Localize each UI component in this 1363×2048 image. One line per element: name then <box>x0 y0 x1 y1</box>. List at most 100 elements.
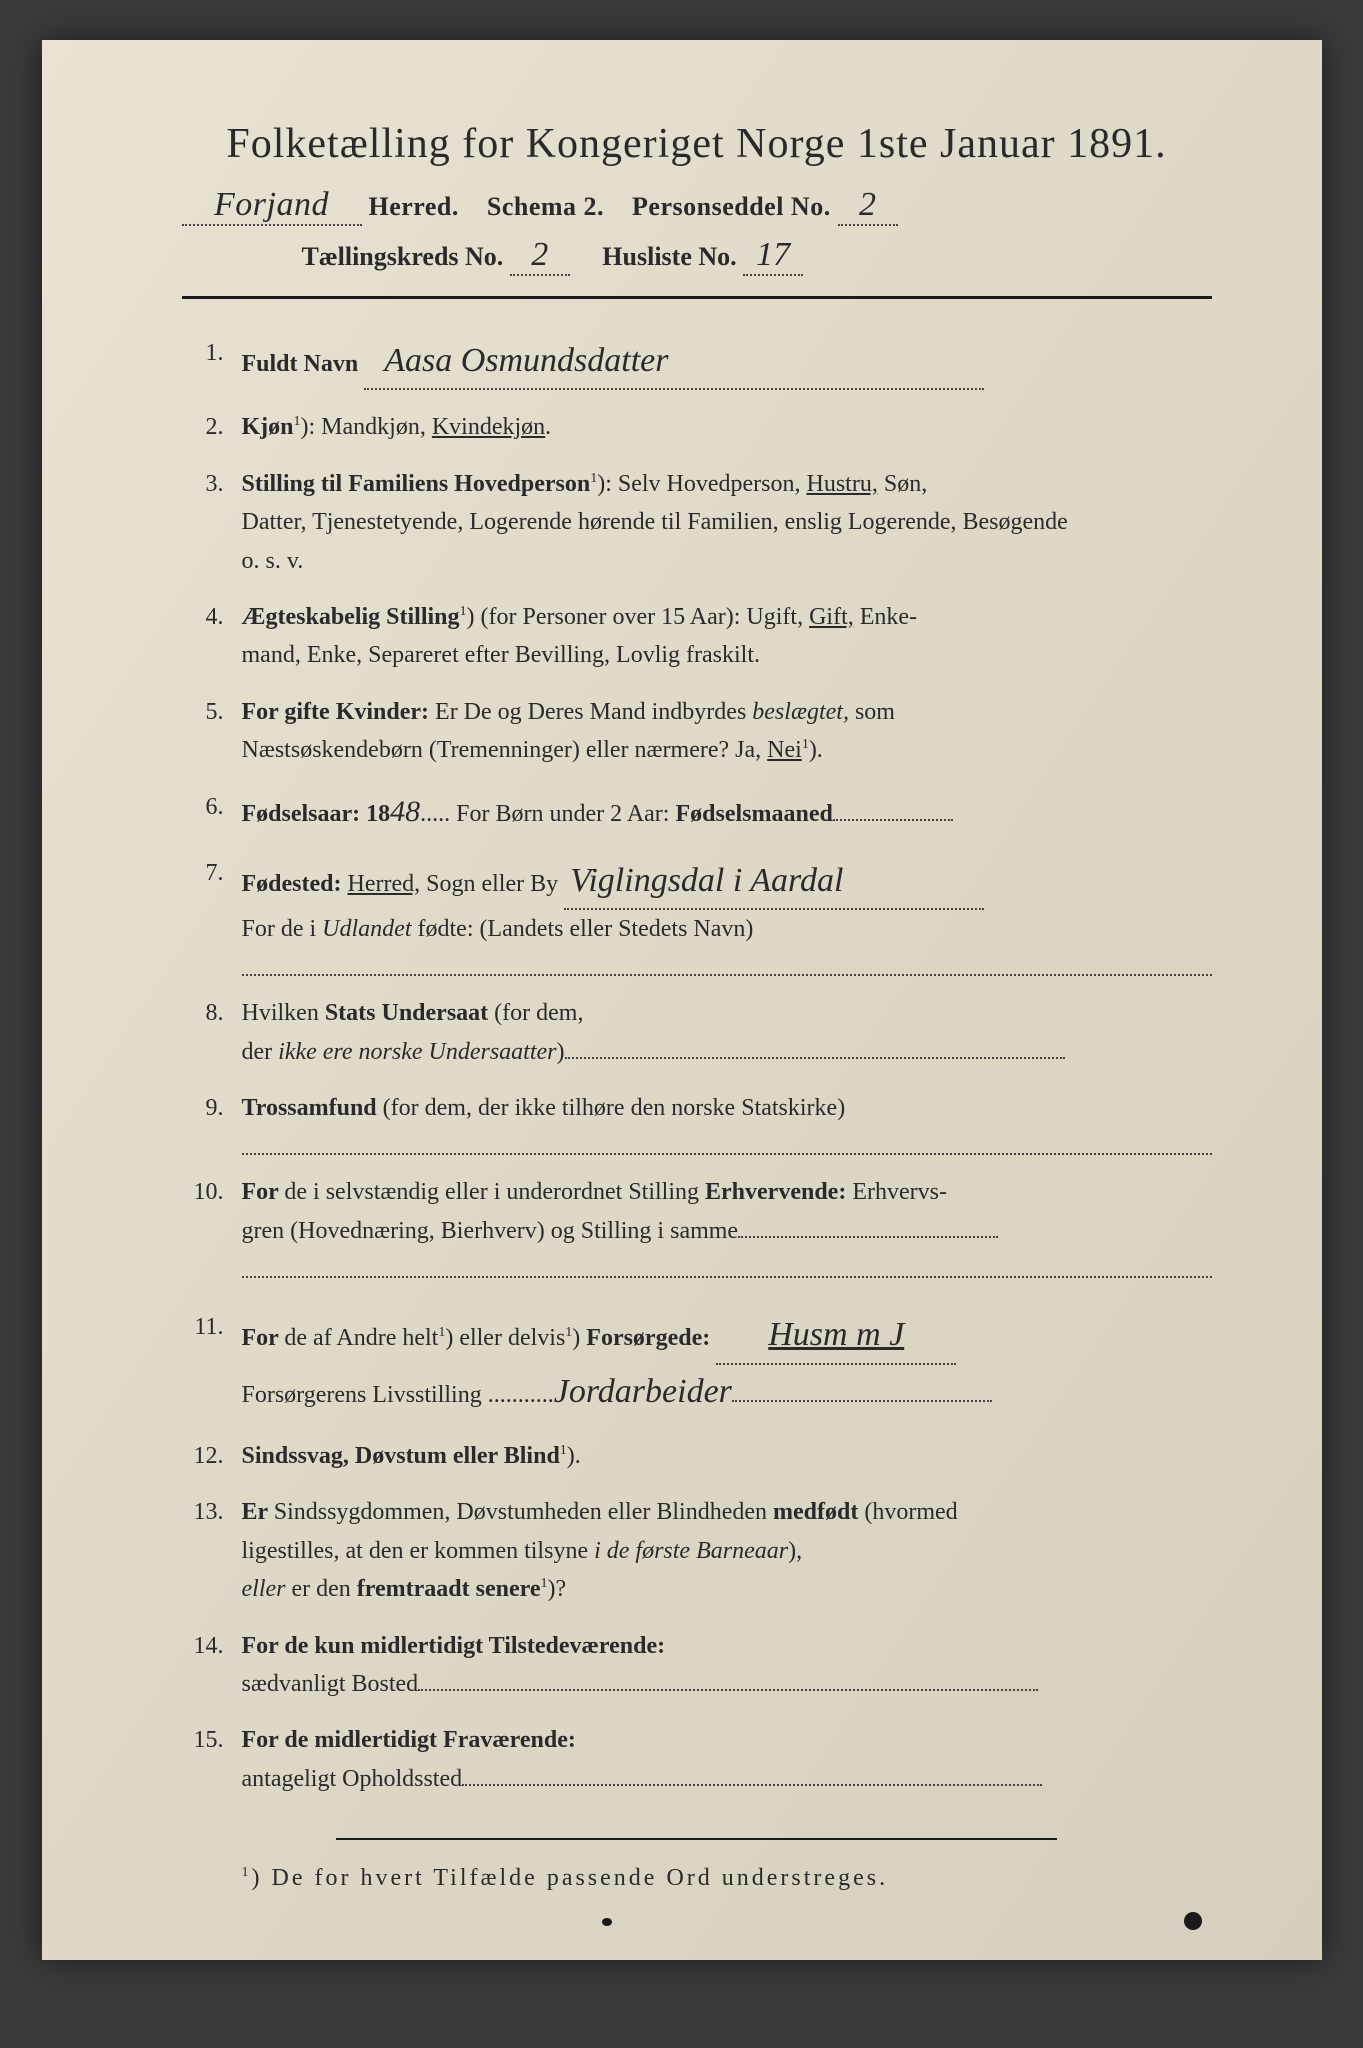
text: ) <box>557 1039 565 1065</box>
text: Næstsøskendebørn (Tremenninger) eller næ… <box>242 737 768 763</box>
item-num: 12. <box>182 1437 242 1475</box>
item-num: 2. <box>182 408 242 446</box>
italic: beslægtet, <box>752 699 849 725</box>
item-content: Er Sindssygdommen, Døvstumheden eller Bl… <box>242 1493 1212 1608</box>
value-forsorgede-top: Husm m J <box>768 1308 904 1362</box>
item-5: 5. For gifte Kvinder: Er De og Deres Man… <box>182 693 1212 770</box>
label-pre: For <box>242 1179 285 1205</box>
item-content: For de af Andre helt1) eller delvis1) Fo… <box>242 1308 1212 1419</box>
header-line-2: Tællingskreds No. 2 Husliste No. 17 <box>302 236 1212 276</box>
herred-handwritten: Forjand <box>214 186 329 224</box>
label-trossamfund: Trossamfund <box>242 1095 377 1121</box>
text: Forsørgerens Livsstilling ........... <box>242 1382 554 1408</box>
dotted-blank <box>738 1236 998 1238</box>
sup: 1 <box>802 737 809 752</box>
item-15: 15. For de midlertidigt Fraværende: anta… <box>182 1721 1212 1798</box>
italic: i de første Barneaar <box>594 1538 788 1564</box>
cont-text: gren (Hovednæring, Bierhverv) og Stillin… <box>242 1212 1212 1250</box>
text: )? <box>547 1576 566 1602</box>
item-14: 14. For de kun midlertidigt Tilstedevære… <box>182 1627 1212 1704</box>
text: ): Mandkjøn, <box>301 414 432 440</box>
item-8: 8. Hvilken Stats Undersaat (for dem, der… <box>182 994 1212 1071</box>
item-num: 5. <box>182 693 242 770</box>
personseddel-label: Personseddel No. <box>632 192 831 221</box>
text: ) eller delvis <box>445 1325 565 1351</box>
footnote-sup: 1 <box>242 1865 252 1880</box>
item-7: 7. Fødested: Herred, Sogn eller By Vigli… <box>182 854 1212 977</box>
label-pre: For <box>242 1633 285 1659</box>
sup: 1 <box>294 414 301 429</box>
label-fuldt-navn: Fuldt Navn <box>242 351 359 377</box>
item-2: 2. Kjøn1): Mandkjøn, Kvindekjøn. <box>182 408 1212 446</box>
text: ligestilles, at den er kommen tilsyne <box>242 1538 595 1564</box>
text: antageligt Opholdssted <box>242 1766 463 1792</box>
sup: 1 <box>460 604 467 619</box>
item-content: Trossamfund (for dem, der ikke tilhøre d… <box>242 1089 1212 1155</box>
item-13: 13. Er Sindssygdommen, Døvstumheden elle… <box>182 1493 1212 1608</box>
selected-herred: Herred, <box>347 871 420 897</box>
text: (for dem, <box>488 1000 583 1026</box>
selected-kvindekjon: Kvindekjøn <box>432 414 545 440</box>
taellingskreds-label: Tællingskreds No. <box>302 242 504 271</box>
herred-label: Herred. <box>369 192 459 221</box>
text: gren (Hovednæring, Bierhverv) og Stillin… <box>242 1218 739 1244</box>
paper-spot <box>1184 1912 1202 1930</box>
label-fodselsaar: Fødselsaar: 18 <box>242 801 391 827</box>
dotted-blank <box>565 1057 1065 1059</box>
cont-text: ligestilles, at den er kommen tilsyne i … <box>242 1532 1212 1570</box>
value-name: Aasa Osmundsdatter <box>384 334 668 388</box>
item-content: For gifte Kvinder: Er De og Deres Mand i… <box>242 693 1212 770</box>
text: ) <box>572 1325 586 1351</box>
paper-spot <box>602 1918 612 1926</box>
cont-text: mand, Enke, Separeret efter Bevilling, L… <box>242 636 1212 674</box>
text: (hvormed <box>858 1499 957 1525</box>
cont-text: Datter, Tjenestetyende, Logerende hørend… <box>242 503 1212 541</box>
value-fodested: Viglingsdal i Aardal <box>570 854 843 908</box>
text: Sindssygdommen, Døvstumheden eller Blind… <box>274 1499 773 1525</box>
item-9: 9. Trossamfund (for dem, der ikke tilhør… <box>182 1089 1212 1155</box>
text: Hvilken <box>242 1000 325 1026</box>
label-fremtraadt: fremtraadt senere <box>357 1576 541 1602</box>
item-num: 8. <box>182 994 242 1071</box>
page-title: Folketælling for Kongeriget Norge 1ste J… <box>182 120 1212 168</box>
label-stilling: Stilling til Familiens Hovedperson <box>242 471 591 497</box>
item-10: 10. For de i selvstændig eller i underor… <box>182 1173 1212 1278</box>
cont-text: o. s. v. <box>242 542 1212 580</box>
item-content: Kjøn1): Mandkjøn, Kvindekjøn. <box>242 408 1212 446</box>
text: ), <box>788 1538 802 1564</box>
item-num: 4. <box>182 598 242 675</box>
label-stats-undersaat: Stats Undersaat <box>325 1000 488 1026</box>
label-aegteskab: Ægteskabelig Stilling <box>242 604 460 630</box>
text: . <box>545 414 551 440</box>
text: For de i <box>242 916 323 942</box>
label-medfodt: medfødt <box>773 1499 858 1525</box>
item-num: 11. <box>182 1308 242 1419</box>
label-erhvervende: Erhvervende: <box>705 1179 846 1205</box>
item-num: 3. <box>182 465 242 580</box>
text: Sogn eller By <box>420 871 558 897</box>
italic: Udlandet <box>322 916 411 942</box>
item-4: 4. Ægteskabelig Stilling1) (for Personer… <box>182 598 1212 675</box>
text: (for dem, der ikke tilhøre den norske St… <box>377 1095 846 1121</box>
value-year: 48 <box>390 795 420 828</box>
item-content: For de midlertidigt Fraværende: antageli… <box>242 1721 1212 1798</box>
item-num: 13. <box>182 1493 242 1608</box>
selected-hustru: Hustru, <box>807 471 878 497</box>
item-1: 1. Fuldt Navn Aasa Osmundsdatter <box>182 334 1212 390</box>
item-6: 6. Fødselsaar: 1848..... For Børn under … <box>182 788 1212 836</box>
text: ). <box>809 737 823 763</box>
text: ): Selv Hovedperson, <box>597 471 806 497</box>
item-content: Fødested: Herred, Sogn eller By Viglings… <box>242 854 1212 977</box>
label-gifte-kvinder: gifte Kvinder: <box>284 699 429 725</box>
label-fodested: Fødested: <box>242 871 342 897</box>
header-divider <box>182 296 1212 299</box>
label-pre: Er <box>242 1499 274 1525</box>
item-content: Sindssvag, Døvstum eller Blind1). <box>242 1437 1212 1475</box>
sup: 1 <box>560 1443 567 1458</box>
cont-text: der ikke ere norske Undersaatter) <box>242 1033 1212 1071</box>
census-form-page: Folketælling for Kongeriget Norge 1ste J… <box>42 40 1322 1960</box>
label-fodselsmaaned: Fødselsmaaned <box>675 801 832 827</box>
label-kjon: Kjøn <box>242 414 294 440</box>
item-content: Ægteskabelig Stilling1) (for Personer ov… <box>242 598 1212 675</box>
text: Er De og Deres Mand indbyrdes <box>429 699 752 725</box>
